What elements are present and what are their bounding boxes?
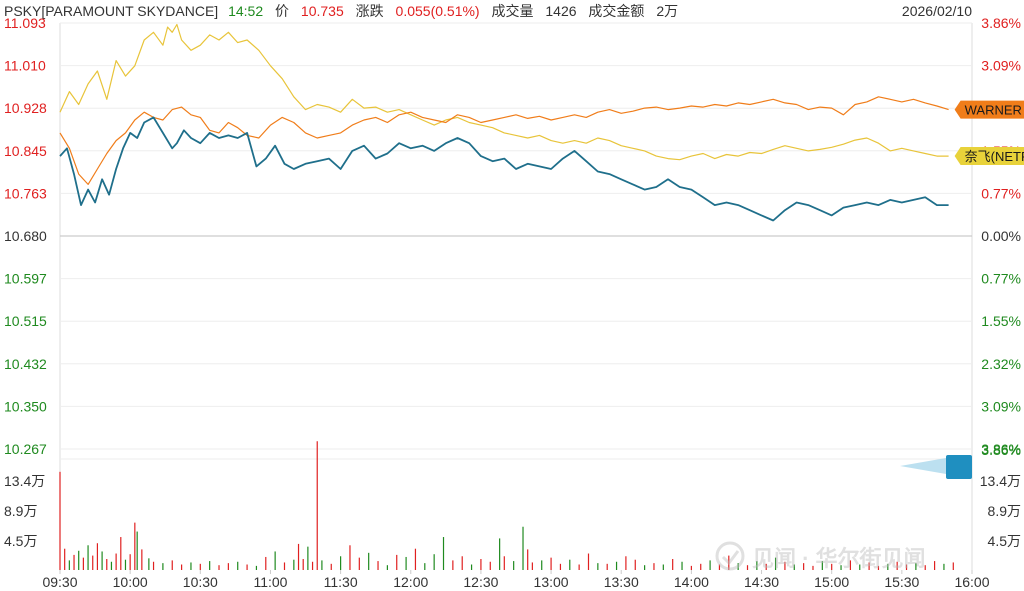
volume-tick-label-right: 4.5万 (988, 533, 1021, 549)
pct-tick-label: 1.55% (981, 313, 1021, 329)
x-tick-label: 14:00 (674, 574, 709, 590)
x-tick-label: 15:00 (814, 574, 849, 590)
pct-tick-label: 3.86% (981, 15, 1021, 31)
x-tick-label: 10:30 (183, 574, 218, 590)
symbol-name: PSKY[PARAMOUNT SKYDANCE] (4, 3, 218, 19)
change-value: 0.055(0.51%) (396, 3, 480, 19)
pct-tick-label: 0.77% (981, 185, 1021, 201)
price-tick-center: 10.680 (4, 228, 47, 244)
volume-tick-label-right: 8.9万 (988, 503, 1021, 519)
scroll-handle[interactable] (900, 455, 972, 479)
volume-label: 成交量 (491, 3, 533, 19)
x-tick-label: 13:30 (604, 574, 639, 590)
watermark: 见闻 · 华尔街见闻 (715, 541, 926, 571)
end-label-bg (954, 147, 1024, 166)
volume-tick-label: 4.5万 (4, 533, 37, 549)
end-label-text: 奈飞(NETFLIX) (965, 149, 1024, 164)
price-tick-label: 10.515 (4, 313, 47, 329)
amount-value: 2万 (656, 3, 678, 19)
x-tick-label: 12:00 (393, 574, 428, 590)
series-lines (59, 23, 949, 222)
x-tick-label: 16:00 (954, 574, 989, 590)
pct-tick-label: 3.09% (981, 58, 1021, 74)
wbd-line (59, 96, 949, 185)
nflx-end-label: 奈飞(NETFLIX) (954, 147, 1024, 166)
amount-label: 成交金额 (588, 3, 644, 19)
price-tick-label: 10.432 (4, 356, 47, 372)
volume-tick-label: 8.9万 (4, 503, 37, 519)
price-tick-label: 11.010 (4, 58, 46, 74)
price-tick-label: 10.928 (4, 100, 47, 116)
grid-lines (59, 22, 973, 574)
pct-tick-label: 3.86% (981, 441, 1021, 457)
pct-tick-label: 2.32% (981, 356, 1021, 372)
x-tick-label: 09:30 (42, 574, 77, 590)
volume-value: 1426 (545, 3, 576, 19)
psky-line (59, 116, 949, 222)
price-tick-label: 11.093 (4, 15, 46, 31)
change-label: 涨跌 (356, 3, 384, 19)
price-tick-label: 10.845 (4, 143, 47, 159)
watermark-text: 见闻 · 华尔街见闻 (752, 546, 926, 571)
pct-tick-center: 0.00% (981, 228, 1021, 244)
volume-tick-label-right: 3.86% (981, 442, 1021, 458)
pct-tick-label: 3.09% (981, 398, 1021, 414)
x-tick-label: 11:00 (253, 574, 287, 590)
x-tick-label: 15:30 (884, 574, 919, 590)
end-label-bg (954, 100, 1024, 119)
x-tick-label: 12:30 (463, 574, 498, 590)
nflx-line (59, 23, 949, 161)
time-value: 14:52 (228, 3, 263, 19)
price-tick-label: 10.597 (4, 271, 47, 287)
volume-tick-label: 13.4万 (4, 473, 45, 489)
wbd-end-label: WARNER BROS. DISCOVERY (954, 100, 1024, 119)
price-value: 10.735 (301, 3, 344, 19)
x-tick-label: 14:30 (744, 574, 779, 590)
series-end-labels: WARNER BROS. DISCOVERY 奈飞(NETFLIX) (954, 100, 1024, 166)
header-line: PSKY[PARAMOUNT SKYDANCE] 14:52 价 10.735 … (4, 3, 678, 19)
x-tick-label: 11:30 (324, 574, 358, 590)
pct-tick-label: 0.77% (981, 271, 1021, 287)
volume-tick-label-right: 13.4万 (980, 473, 1021, 489)
x-tick-label: 10:00 (113, 574, 148, 590)
end-label-text: WARNER BROS. DISCOVERY (965, 103, 1024, 118)
price-tick-label: 10.267 (4, 441, 47, 457)
axis-labels: 11.093 10.597 3.86% 0.77% 11.010 10.515 3.09% 1… (4, 15, 1021, 590)
price-tick-label: 10.350 (4, 398, 47, 414)
wallstreetcn-logo-icon (715, 541, 745, 571)
price-tick-label: 10.763 (4, 185, 47, 201)
x-tick-label: 13:00 (534, 574, 569, 590)
price-label: 价 (275, 3, 289, 19)
volume-bars (59, 441, 954, 570)
date-value: 2026/02/10 (902, 3, 972, 19)
